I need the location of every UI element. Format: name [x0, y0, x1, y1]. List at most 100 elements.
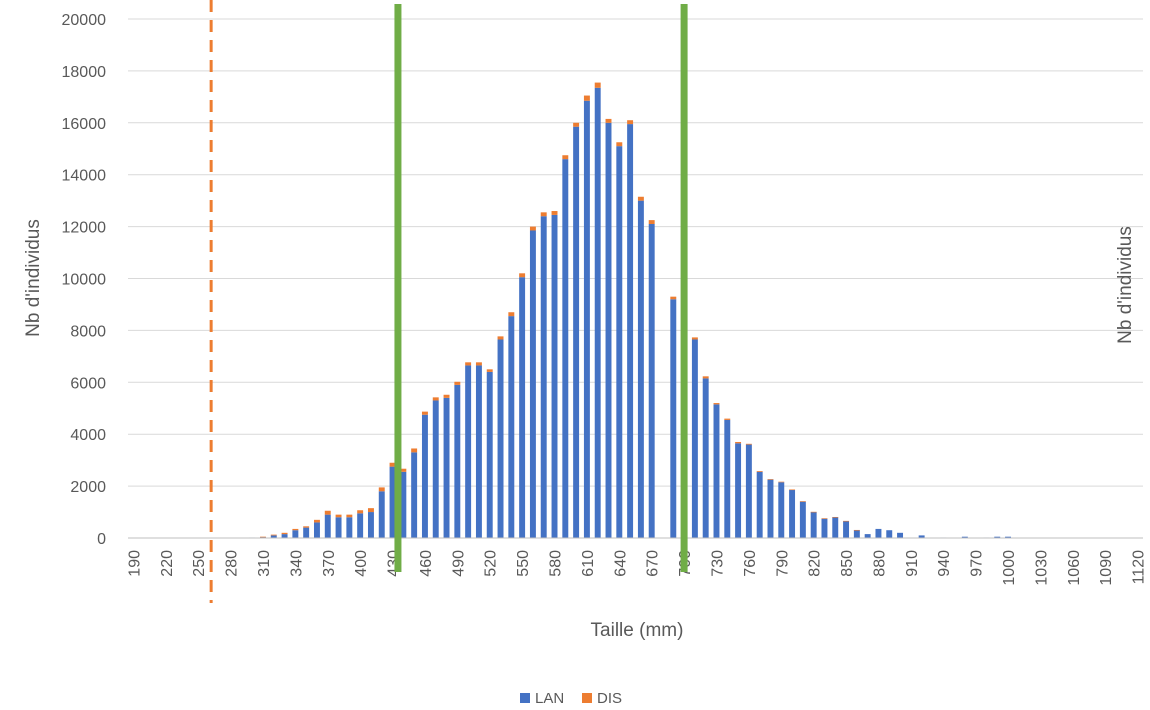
legend-swatch-dis	[582, 693, 592, 703]
bar-lan	[367, 512, 374, 538]
bar-lan	[897, 532, 904, 538]
x-tick-label: 370	[321, 550, 338, 577]
bar-dis	[799, 501, 806, 502]
bar-lan	[454, 384, 461, 538]
legend: LAN DIS	[520, 690, 622, 707]
y-tick-label: 4000	[70, 427, 106, 444]
bar-lan	[670, 299, 677, 538]
bar-lan	[508, 316, 515, 538]
bar-lan	[713, 404, 720, 538]
bar-dis	[367, 508, 374, 513]
x-tick-label: 280	[224, 550, 241, 577]
bar-lan	[616, 146, 623, 538]
bar-lan	[789, 489, 796, 538]
bar-dis	[778, 481, 785, 483]
x-tick-label: 640	[612, 550, 629, 577]
bar-lan	[389, 466, 396, 538]
bar-dis	[400, 468, 407, 472]
bar-dis	[551, 211, 558, 215]
bar-lan	[260, 536, 266, 538]
bar-lan	[875, 528, 882, 538]
bar-dis	[432, 397, 439, 401]
x-tick-label: 250	[191, 550, 208, 577]
bar-lan	[627, 124, 634, 538]
bar-lan	[767, 479, 774, 538]
bar-lan	[465, 365, 472, 538]
bar-lan	[292, 530, 299, 538]
x-tick-label: 880	[871, 550, 888, 577]
bar-dis	[357, 510, 364, 514]
x-tick-label: 610	[580, 550, 597, 577]
x-tick-label: 790	[774, 550, 791, 577]
reference-lines	[209, 0, 688, 603]
bar-dis	[443, 394, 450, 398]
bar-lan	[411, 452, 418, 538]
bar-lan	[994, 536, 1001, 538]
bar-lan	[637, 200, 644, 538]
bar-lan	[313, 522, 320, 538]
bar-lan	[745, 444, 752, 538]
bar-lan	[540, 216, 547, 538]
bar-dis	[670, 296, 677, 300]
x-tick-label: 760	[742, 550, 759, 577]
bar-dis	[745, 443, 752, 445]
y-axis-ticks: 0 2000 4000 6000 8000 10000 12000 14000 16000 180…	[62, 12, 107, 548]
bar-dis	[583, 95, 590, 101]
x-tick-label: 190	[126, 550, 143, 577]
y-tick-label: 6000	[70, 375, 106, 392]
x-tick-label: 730	[709, 550, 726, 577]
bar-lan	[357, 513, 364, 538]
bar-dis	[713, 403, 720, 405]
x-tick-label: 400	[353, 550, 370, 577]
bar-lan	[443, 397, 450, 538]
bar-lan	[486, 371, 493, 538]
x-tick-label: 550	[515, 550, 532, 577]
bar-dis	[324, 510, 331, 515]
bar-lan	[735, 443, 742, 538]
bar-dis	[540, 212, 547, 217]
bar-lan	[843, 521, 850, 538]
bar-dis	[562, 155, 569, 160]
x-tick-label: 460	[418, 550, 435, 577]
bar-dis	[270, 534, 277, 536]
x-tick-label: 820	[807, 550, 824, 577]
bar-dis	[853, 529, 860, 531]
bar-lan	[497, 339, 504, 538]
bar-dis	[756, 471, 763, 472]
bar-dis	[454, 381, 461, 385]
bar-dis	[260, 536, 266, 538]
bar-dis	[832, 516, 839, 518]
bar-dis	[605, 118, 612, 123]
bars	[249, 82, 1011, 539]
y-tick-label: 12000	[62, 220, 107, 237]
y-axis-title-right: Nb d'individus	[1115, 226, 1136, 344]
bar-dis	[627, 120, 634, 125]
bar-lan	[324, 514, 331, 538]
bar-lan	[702, 378, 709, 538]
bar-lan	[335, 517, 342, 538]
bar-lan	[810, 512, 817, 538]
bar-lan	[605, 122, 612, 539]
bar-lan	[821, 518, 828, 538]
bar-dis	[378, 487, 385, 492]
bar-dis	[411, 448, 418, 453]
x-tick-label: 1000	[1001, 550, 1018, 586]
bar-lan	[756, 471, 763, 538]
bar-dis	[843, 520, 850, 522]
bar-dis	[573, 122, 580, 127]
bar-lan	[475, 365, 482, 538]
x-tick-label: 490	[450, 550, 467, 577]
bar-dis	[789, 489, 796, 491]
bar-lan	[551, 214, 558, 539]
bar-dis	[821, 518, 828, 519]
bar-dis	[508, 312, 515, 317]
x-tick-label: 580	[548, 550, 565, 577]
legend-label-lan: LAN	[535, 690, 564, 707]
bar-lan	[378, 491, 385, 538]
y-tick-label: 16000	[62, 116, 107, 133]
legend-swatch-lan	[520, 693, 530, 703]
bar-lan	[961, 536, 968, 538]
bar-lan	[864, 534, 871, 538]
bar-dis	[346, 514, 353, 518]
